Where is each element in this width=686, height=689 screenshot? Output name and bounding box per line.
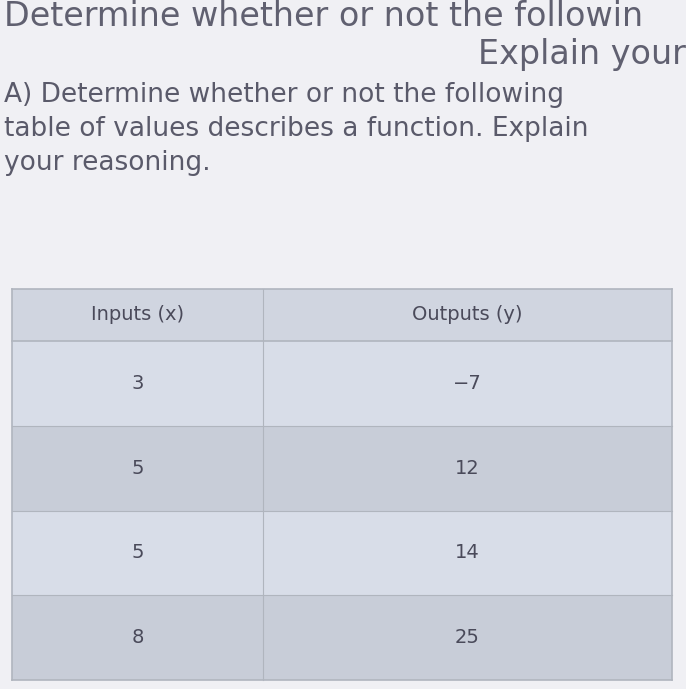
Text: your reasoning.: your reasoning. bbox=[4, 150, 211, 176]
Text: 12: 12 bbox=[455, 459, 480, 477]
Text: Determine whether or not the followin: Determine whether or not the followin bbox=[4, 0, 643, 33]
Text: Explain your: Explain your bbox=[478, 38, 686, 71]
Bar bbox=[12, 595, 672, 680]
Text: −7: −7 bbox=[453, 374, 482, 393]
Text: table of values describes a function. Explain: table of values describes a function. Ex… bbox=[4, 116, 589, 142]
Text: A) Determine whether or not the following: A) Determine whether or not the followin… bbox=[4, 82, 564, 108]
Bar bbox=[12, 511, 672, 595]
Bar bbox=[12, 289, 672, 341]
Bar bbox=[12, 426, 672, 511]
Text: 14: 14 bbox=[455, 544, 480, 562]
Bar bbox=[12, 289, 672, 680]
Text: 3: 3 bbox=[131, 374, 143, 393]
Text: Inputs (x): Inputs (x) bbox=[91, 305, 184, 325]
Text: 5: 5 bbox=[131, 544, 143, 562]
Text: Outputs (y): Outputs (y) bbox=[412, 305, 523, 325]
Text: 5: 5 bbox=[131, 459, 143, 477]
Text: 25: 25 bbox=[455, 628, 480, 647]
Bar bbox=[12, 341, 672, 426]
Text: 8: 8 bbox=[131, 628, 143, 647]
